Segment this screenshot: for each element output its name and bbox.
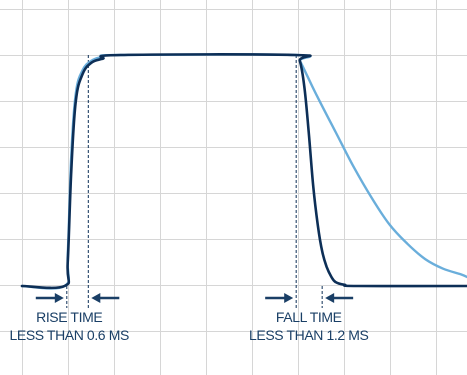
fall-right-arrow-head [325, 293, 335, 303]
timing-marker-lines [66, 55, 323, 308]
fall-left-arrow-head [284, 293, 294, 303]
rise-left-arrow-head [54, 293, 64, 303]
timing-arrows [35, 293, 354, 303]
series-dark-line [20, 53, 467, 290]
rise-right-arrow-head [91, 293, 101, 303]
fall-time-label-line2: LESS THAN 1.2 MS [249, 327, 368, 343]
fall-time-label-line1: FALL TIME [276, 309, 342, 325]
chart-series [20, 53, 467, 290]
timing-annotations: RISE TIME LESS THAN 0.6 MS FALL TIME LES… [10, 309, 369, 343]
rise-time-label-line2: LESS THAN 0.6 MS [10, 327, 129, 343]
rise-time-label-line1: RISE TIME [36, 309, 102, 325]
